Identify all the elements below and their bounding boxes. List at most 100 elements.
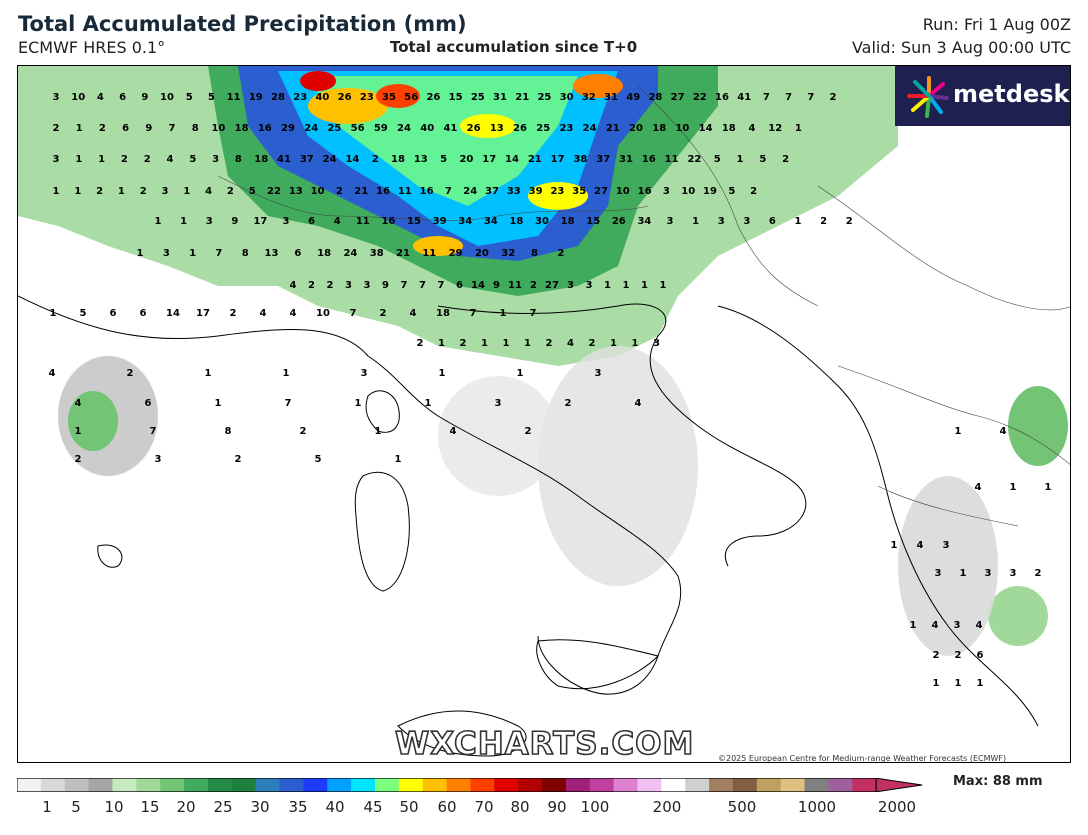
precip-value: 12 <box>768 123 782 134</box>
precip-value: 16 <box>642 154 656 165</box>
color-scale-cell <box>828 778 853 792</box>
precip-value: 5 <box>208 92 215 103</box>
precip-value: 7 <box>530 308 537 319</box>
precip-value: 3 <box>163 248 170 259</box>
ecmwf-copyright: ©2025 European Centre for Medium-range W… <box>718 754 1007 763</box>
precip-value: 1 <box>891 540 898 551</box>
precip-value: 8 <box>531 248 538 259</box>
precip-value: 37 <box>596 154 610 165</box>
color-scale-tick-label: 80 <box>510 798 530 816</box>
precip-value: 4 <box>75 398 82 409</box>
precip-value: 1 <box>215 398 222 409</box>
precip-value: 2 <box>327 280 334 291</box>
precip-value: 2 <box>53 123 60 134</box>
precip-value: 1 <box>189 248 196 259</box>
precip-value: 20 <box>475 248 489 259</box>
precip-value: 24 <box>323 154 337 165</box>
precip-value: 18 <box>317 248 331 259</box>
precip-value: 3 <box>718 216 725 227</box>
precip-value: 41 <box>737 92 751 103</box>
precip-value: 4 <box>567 338 574 349</box>
precip-value: 38 <box>370 248 384 259</box>
precip-value: 2 <box>99 123 106 134</box>
color-scale-tick-label: 15 <box>140 798 160 816</box>
color-scale-tick-label: 20 <box>176 798 196 816</box>
precip-value: 26 <box>338 92 352 103</box>
precip-value: 19 <box>703 186 717 197</box>
precip-value: 2 <box>372 154 379 165</box>
color-scale-cell <box>661 778 686 792</box>
precip-value: 24 <box>304 123 318 134</box>
precip-value: 25 <box>471 92 485 103</box>
precip-value: 4 <box>749 123 756 134</box>
precip-value: 3 <box>162 186 169 197</box>
wxcharts-watermark: WXCHARTS.COM <box>394 725 695 762</box>
precip-value: 22 <box>267 186 281 197</box>
precip-value: 3 <box>53 154 60 165</box>
precip-value: 32 <box>582 92 596 103</box>
precip-value: 10 <box>681 186 695 197</box>
precip-value: 37 <box>485 186 499 197</box>
precip-value: 7 <box>785 92 792 103</box>
color-scale-cell <box>374 778 400 792</box>
precip-value: 16 <box>715 92 729 103</box>
color-scale-tick-label: 100 <box>580 798 610 816</box>
precip-value: 7 <box>470 308 477 319</box>
precip-value: 4 <box>932 620 939 631</box>
color-scale-tick-label: 45 <box>363 798 383 816</box>
precip-value: 3 <box>495 398 502 409</box>
precip-value: 23 <box>360 92 374 103</box>
precip-value: 6 <box>456 280 463 291</box>
precip-value: 3 <box>212 154 219 165</box>
precip-value: 1 <box>76 123 83 134</box>
color-scale-cell <box>279 778 304 792</box>
precip-value: 3 <box>954 620 961 631</box>
precip-value: 26 <box>426 92 440 103</box>
precip-value: 41 <box>277 154 291 165</box>
precip-value: 28 <box>271 92 285 103</box>
precip-value: 6 <box>294 248 301 259</box>
precip-value: 20 <box>629 123 643 134</box>
precip-value: 1 <box>375 426 382 437</box>
precip-value: 25 <box>536 123 550 134</box>
color-scale-cell <box>64 778 90 792</box>
precip-value: 2 <box>417 338 424 349</box>
precip-value: 1 <box>737 154 744 165</box>
precip-value: 2 <box>380 308 387 319</box>
precip-value: 20 <box>459 154 473 165</box>
precip-value: 13 <box>490 123 504 134</box>
precip-value: 15 <box>586 216 600 227</box>
color-scale-cell <box>255 778 280 792</box>
color-scale-cell <box>88 778 113 792</box>
precip-value: 11 <box>508 280 522 291</box>
precip-value: 18 <box>722 123 736 134</box>
precip-value: 24 <box>343 248 357 259</box>
color-scale-cell <box>565 778 591 792</box>
precip-value: 2 <box>300 426 307 437</box>
precip-value: 2 <box>820 216 827 227</box>
precip-value: 4 <box>635 398 642 409</box>
color-scale-tick-label: 1000 <box>797 798 837 816</box>
precip-value: 6 <box>308 216 315 227</box>
precip-value: 24 <box>463 186 477 197</box>
precip-value: 9 <box>493 280 500 291</box>
precip-value: 15 <box>407 216 421 227</box>
precip-value: 22 <box>693 92 707 103</box>
precip-value: 49 <box>626 92 640 103</box>
color-scale-tick-label: 60 <box>437 798 457 816</box>
precip-value: 25 <box>537 92 551 103</box>
precip-value: 1 <box>355 398 362 409</box>
precip-value: 17 <box>196 308 210 319</box>
precip-value: 3 <box>345 280 352 291</box>
precip-value: 6 <box>122 123 129 134</box>
precip-value: 41 <box>443 123 457 134</box>
precipitation-map[interactable]: 3 10 4 6 9 10 5 5 11 19 28 23 40 26 23 35 56 26 15 25 31 21 25… <box>17 65 1071 763</box>
precip-value-labels: 3 10 4 6 9 10 5 5 11 19 28 23 40 26 23 35 56 26 15 25 31 21 25… <box>49 92 1052 689</box>
precip-value: 34 <box>484 216 498 227</box>
precip-value: 14 <box>345 154 359 165</box>
precip-value: 9 <box>231 216 238 227</box>
precip-value: 2 <box>530 280 537 291</box>
precip-value: 4 <box>450 426 457 437</box>
precip-value: 6 <box>977 650 984 661</box>
precip-value: 4 <box>976 620 983 631</box>
